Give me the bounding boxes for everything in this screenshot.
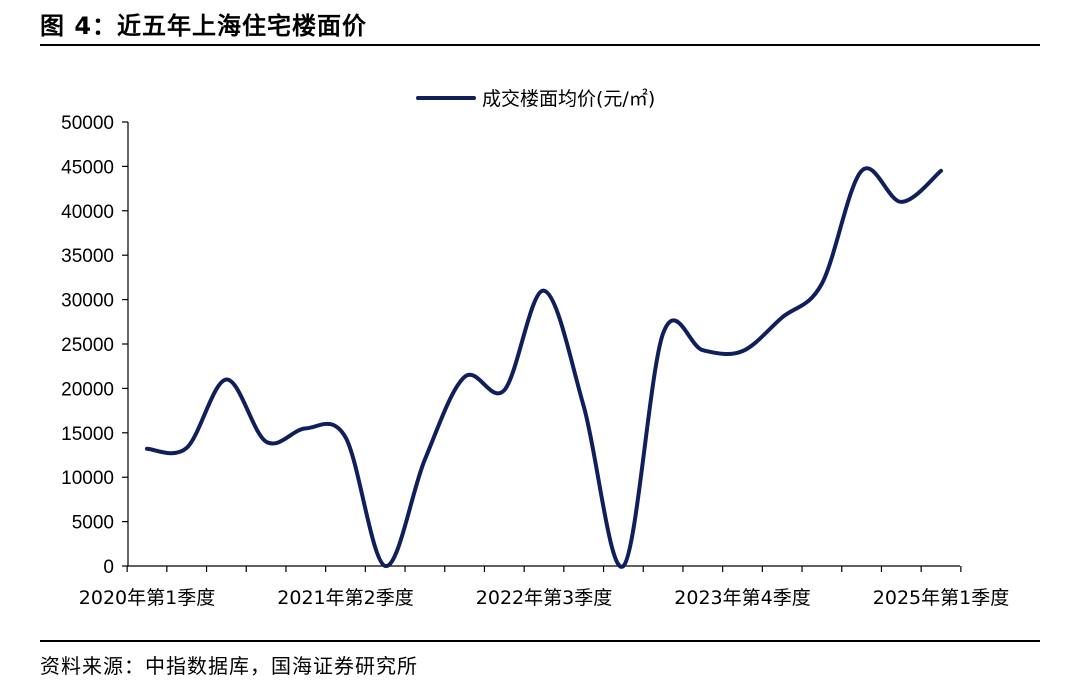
- source-note: 资料来源：中指数据库，国海证券研究所: [40, 654, 418, 678]
- y-tick-label: 30000: [61, 291, 114, 312]
- x-tick-label: 2023年第4季度: [674, 587, 810, 609]
- line-chart: 成交楼面均价(元/㎡) 0 5000 10000 15000 20000 25000 300…: [61, 87, 1009, 609]
- y-axis: 0 5000 10000 15000 20000 25000 30000 35000 40000…: [61, 113, 129, 578]
- y-tick-label: 25000: [61, 335, 114, 356]
- y-tick-label: 5000: [72, 513, 114, 534]
- y-tick-label: 45000: [61, 157, 114, 178]
- bottom-rule: [40, 640, 1040, 642]
- figure-title: 图 4：近五年上海住宅楼面价: [40, 12, 368, 40]
- y-tick-label: 50000: [61, 113, 114, 134]
- x-axis: 2020年第1季度 2021年第2季度 2022年第3季度 2023年第4季度 2025…: [79, 565, 1009, 609]
- x-tick-label: 2022年第3季度: [476, 587, 612, 609]
- plot-area: [145, 166, 943, 569]
- legend-label: 成交楼面均价(元/㎡): [482, 87, 655, 110]
- x-tick-label: 2020年第1季度: [79, 587, 215, 609]
- series-line: [145, 166, 943, 569]
- y-tick-label: 0: [103, 557, 114, 578]
- y-tick-label: 10000: [61, 468, 114, 489]
- y-tick-label: 40000: [61, 202, 114, 223]
- y-tick-label: 15000: [61, 424, 114, 445]
- y-tick-label: 20000: [61, 379, 114, 400]
- x-tick-label: 2025年第1季度: [873, 587, 1009, 609]
- chart-legend: 成交楼面均价(元/㎡): [416, 87, 655, 110]
- x-tick-label: 2021年第2季度: [277, 587, 413, 609]
- top-rule: [40, 44, 1040, 46]
- y-tick-label: 35000: [61, 246, 114, 267]
